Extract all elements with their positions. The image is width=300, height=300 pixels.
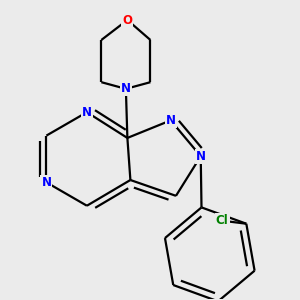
Text: N: N <box>41 176 51 189</box>
Text: N: N <box>121 82 131 95</box>
Text: N: N <box>196 150 206 163</box>
Text: Cl: Cl <box>216 214 229 227</box>
Text: O: O <box>122 14 132 26</box>
Text: N: N <box>166 114 176 127</box>
Text: N: N <box>82 106 92 119</box>
